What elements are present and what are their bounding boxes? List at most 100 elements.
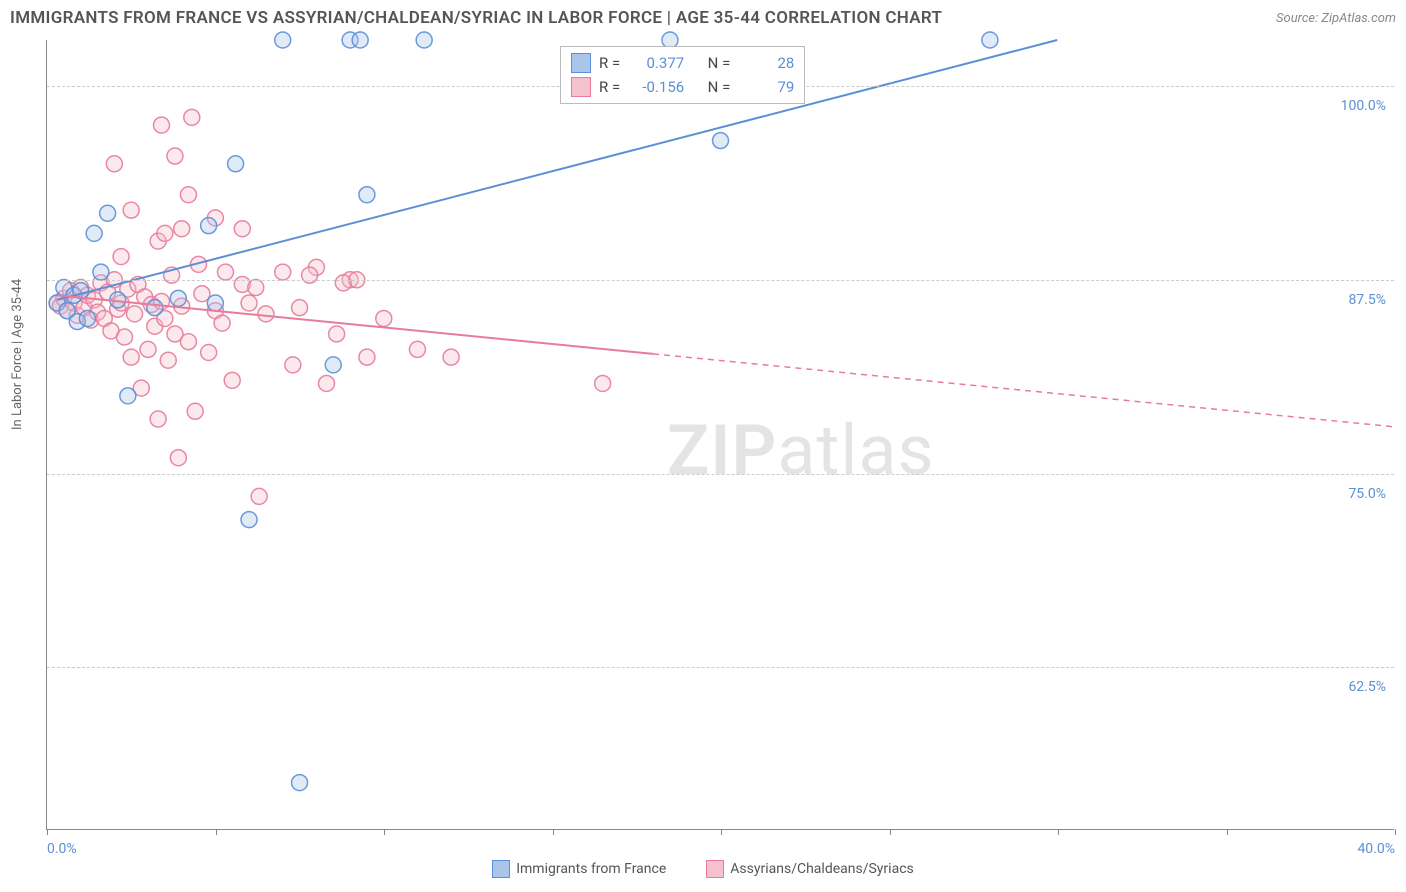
legend-label-assyrian: Assyrians/Chaldeans/Syriacs: [730, 861, 913, 877]
data-point: [127, 306, 143, 322]
data-point: [187, 403, 203, 419]
swatch-france: [571, 53, 591, 73]
data-point: [329, 326, 345, 342]
y-tick-label: 100.0%: [1341, 98, 1386, 114]
data-point: [116, 329, 132, 345]
data-point: [154, 117, 170, 133]
gridline: [47, 667, 1394, 668]
data-point: [359, 187, 375, 203]
data-point: [359, 349, 375, 365]
data-point: [180, 187, 196, 203]
data-point: [174, 221, 190, 237]
y-tick-label: 62.5%: [1348, 679, 1386, 695]
swatch-assyrian-icon: [706, 860, 724, 878]
data-point: [167, 148, 183, 164]
x-tick: [553, 829, 554, 835]
x-tick: [47, 829, 48, 835]
x-tick: [384, 829, 385, 835]
x-tick: [1227, 829, 1228, 835]
r-label: R =: [599, 54, 620, 72]
data-point: [352, 32, 368, 48]
data-point: [160, 352, 176, 368]
swatch-france-icon: [492, 860, 510, 878]
data-point: [106, 156, 122, 172]
bottom-legend: Immigrants from France Assyrians/Chaldea…: [0, 860, 1406, 878]
legend-label-france: Immigrants from France: [516, 861, 666, 877]
x-tick-label: 0.0%: [47, 841, 77, 857]
data-point: [275, 264, 291, 280]
data-point: [86, 225, 102, 241]
data-point: [184, 109, 200, 125]
data-point: [214, 315, 230, 331]
data-point: [100, 205, 116, 221]
source-label: Source: ZipAtlas.com: [1276, 11, 1396, 26]
data-point: [147, 300, 163, 316]
n-label: N =: [708, 54, 731, 72]
data-point: [79, 310, 95, 326]
data-point: [248, 280, 264, 296]
r-value-assyrian: -0.156: [628, 78, 684, 96]
plot-area: ZIPatlas 62.5%75.0%87.5%100.0%0.0%40.0%: [46, 40, 1394, 830]
data-point: [157, 225, 173, 241]
data-point: [201, 218, 217, 234]
data-point: [713, 133, 729, 149]
data-point: [201, 345, 217, 361]
gridline: [47, 474, 1394, 475]
legend-item-france: Immigrants from France: [492, 860, 666, 878]
data-point: [123, 349, 139, 365]
chart-title: IMMIGRANTS FROM FRANCE VS ASSYRIAN/CHALD…: [10, 8, 942, 28]
data-point: [376, 310, 392, 326]
data-point: [93, 264, 109, 280]
n-value-france: 28: [738, 54, 794, 72]
data-point: [325, 357, 341, 373]
x-tick: [721, 829, 722, 835]
swatch-assyrian: [571, 77, 591, 97]
gridline: [47, 280, 1394, 281]
data-point: [241, 512, 257, 528]
legend-item-assyrian: Assyrians/Chaldeans/Syriacs: [706, 860, 913, 878]
n-value-assyrian: 79: [738, 78, 794, 96]
data-point: [170, 290, 186, 306]
chart-container: IMMIGRANTS FROM FRANCE VS ASSYRIAN/CHALD…: [0, 0, 1406, 892]
data-point: [595, 375, 611, 391]
r-value-france: 0.377: [628, 54, 684, 72]
data-point: [120, 388, 136, 404]
data-point: [234, 221, 250, 237]
header-bar: IMMIGRANTS FROM FRANCE VS ASSYRIAN/CHALD…: [10, 8, 1396, 28]
x-tick-label: 40.0%: [1357, 841, 1395, 857]
data-point: [409, 341, 425, 357]
y-tick-label: 87.5%: [1348, 292, 1386, 308]
regression-line: [57, 40, 1057, 300]
data-point: [123, 202, 139, 218]
data-point: [207, 295, 223, 311]
x-tick: [216, 829, 217, 835]
legend-row-france: R = 0.377 N = 28: [571, 51, 794, 75]
x-tick: [890, 829, 891, 835]
data-point: [228, 156, 244, 172]
y-axis-label: In Labor Force | Age 35-44: [10, 279, 25, 430]
correlation-legend: R = 0.377 N = 28 R = -0.156 N = 79: [560, 46, 805, 104]
y-tick-label: 75.0%: [1348, 486, 1386, 502]
data-point: [292, 300, 308, 316]
x-tick: [1395, 829, 1396, 835]
x-tick: [1058, 829, 1059, 835]
data-point: [170, 450, 186, 466]
data-point: [258, 306, 274, 322]
legend-row-assyrian: R = -0.156 N = 79: [571, 75, 794, 99]
data-point: [217, 264, 233, 280]
data-point: [416, 32, 432, 48]
data-point: [443, 349, 459, 365]
data-point: [150, 411, 166, 427]
data-point: [319, 375, 335, 391]
data-point: [140, 341, 156, 357]
data-point: [285, 357, 301, 373]
r-label: R =: [599, 78, 620, 96]
data-point: [251, 488, 267, 504]
plot-svg: [47, 40, 1394, 829]
data-point: [982, 32, 998, 48]
data-point: [241, 295, 257, 311]
n-label: N =: [708, 78, 731, 96]
data-point: [180, 334, 196, 350]
data-point: [224, 372, 240, 388]
regression-line-extrapolated: [653, 354, 1394, 427]
